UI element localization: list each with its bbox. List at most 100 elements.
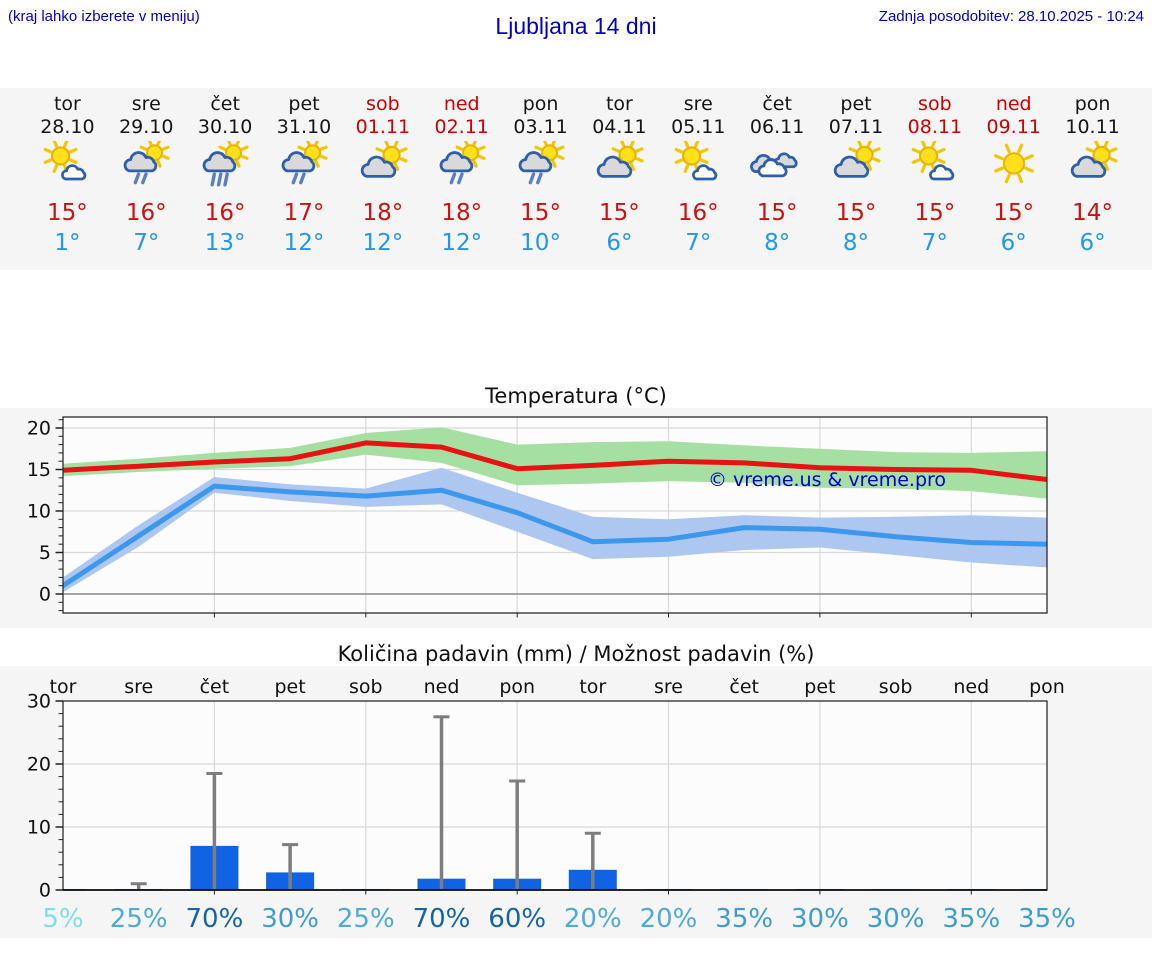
forecast-day: čet 06.11 15° 8° [738,93,817,258]
day-date: 01.11 [355,116,411,138]
precip-probability-label: 30% [261,904,319,934]
watermark: © vreme.us & vreme.pro [708,469,946,491]
day-name: ned [995,93,1032,115]
day-date: 02.11 [434,116,489,138]
max-temp-line [63,440,1047,482]
page-title: Ljubljana 14 dni [495,13,657,39]
day-date: 08.11 [907,116,963,138]
precip-day-label: tor [579,676,606,698]
temperature-chart-container: 0 5 10 15 20 © vreme.us & vreme.pro [0,408,1152,628]
weather-icon [265,137,344,193]
precipitation-chart-title: Količina padavin (mm) / Možnost padavin … [337,642,815,666]
precip-day-label: sob [879,676,913,698]
weather-icon [817,138,896,193]
day-date: 09.11 [986,116,1041,138]
day-date: 28.10 [40,116,95,138]
y-tick-label: 20 [27,754,51,776]
min-temp-line [63,483,1047,589]
day-name: čet [762,93,792,115]
min-temp: 10° [520,230,561,256]
day-date: 07.11 [828,116,884,138]
precip-day-label: sre [654,676,683,698]
y-tick-label: 30 [27,691,51,713]
day-date: 29.10 [119,116,174,138]
day-date: 06.11 [749,116,805,138]
precip-probability-label: 5% [42,904,83,934]
min-temp: 12° [362,230,404,256]
day-date: 30.10 [197,116,253,138]
y-tick-label: 0 [39,880,51,902]
cloudy-icon [750,152,798,178]
min-temp: 6° [1000,230,1027,256]
forecast-day: čet 30.10 16° 13° [186,93,265,258]
precip-day-label: ned [424,676,460,698]
min-temp: 7° [133,230,160,256]
forecast-day: tor 28.10 15° 1° [28,93,107,258]
day-name: pon [522,93,559,115]
min-temp: 8° [842,230,870,256]
day-date: 05.11 [671,116,726,138]
cloud-sun-rain2-icon [281,137,328,185]
max-temp: 15° [993,200,1035,226]
max-temp-band [63,427,1047,499]
min-temp: 12° [441,230,483,256]
forecast-strip: tor 28.10 15° 1° sre 29.10 16° 7° čet 30.10 16° 13°… [0,88,1152,270]
weather-icon [28,138,107,193]
max-temp: 15° [520,200,561,226]
min-temp: 12° [283,230,325,256]
cloud-sun-icon [360,138,408,178]
weather-icon [895,138,974,193]
precip-probability-label: 60% [488,904,546,934]
max-temp: 16° [677,200,719,226]
precip-day-label: sre [124,676,153,698]
precip-probability-label: 30% [791,904,849,934]
precip-day-label: čet [200,676,230,698]
precip-probability-label: 25% [110,904,168,934]
day-name: sre [683,93,713,115]
forecast-day: ned 02.11 18° 12° [422,93,501,258]
cloud-sun-rain2-icon [518,137,565,185]
precip-probability-label: 70% [413,904,471,934]
precip-probability-label: 35% [1018,904,1076,934]
forecast-day: sre 29.10 16° 7° [107,93,186,258]
max-temp: 16° [204,200,246,226]
precip-probability-label: 70% [186,904,244,934]
precip-day-label: sob [349,676,383,698]
weather-icon [186,137,265,193]
precip-day-label: ned [953,676,989,698]
forecast-day: pon 10.11 14° 6° [1053,93,1132,258]
menu-hint: (kraj lahko izberete v meniju) [8,8,200,25]
min-temp: 8° [764,230,791,256]
day-date: 03.11 [513,116,568,138]
max-temp: 15° [47,200,88,226]
precip-day-label: pet [804,676,835,698]
forecast-row: tor 28.10 15° 1° sre 29.10 16° 7° čet 30.10 16° 13°… [28,88,1132,258]
precip-day-label: pon [499,676,535,698]
precipitation-chart-container: tor sre čet pet sob ned pon tor sre čet pet sob ned p… [0,666,1152,938]
min-temp: 7° [685,230,712,256]
temperature-chart: 0 5 10 15 20 © vreme.us & vreme.pro [0,408,1152,628]
cloud-sun-icon [597,138,644,178]
sun-icon [993,143,1034,184]
precip-day-label: čet [729,676,759,698]
day-name: ned [443,93,480,115]
weather-icon [343,138,422,193]
day-name: pet [288,93,320,115]
day-name: sre [131,93,161,115]
sun-cloud-icon [911,138,955,181]
sun-cloud-icon [44,138,87,181]
day-name: sob [918,93,952,115]
weather-icon [659,138,738,193]
cloud-sun-icon [1070,138,1118,178]
day-name: čet [210,93,240,115]
forecast-day: pet 31.10 17° 12° [265,93,344,258]
min-temp: 7° [921,230,948,256]
forecast-day: sob 08.11 15° 7° [895,93,974,258]
day-name: pon [1074,93,1111,115]
day-name: sob [366,93,400,115]
cloud-sun-rain2-icon [123,137,170,185]
weather-icon [738,141,817,193]
day-date: 31.10 [276,116,332,138]
forecast-day: pon 03.11 15° 10° [501,93,580,258]
